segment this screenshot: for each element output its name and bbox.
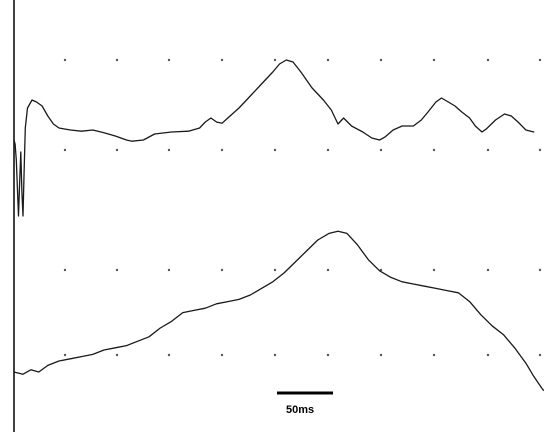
grid-dot xyxy=(486,58,490,62)
grid-dot xyxy=(432,268,436,272)
grid-dot xyxy=(273,58,277,62)
grid-dot xyxy=(63,353,67,357)
grid-dot xyxy=(432,58,436,62)
grid-dot xyxy=(115,268,119,272)
grid-dot xyxy=(486,268,490,272)
grid-dot xyxy=(379,58,383,62)
grid-dot xyxy=(273,353,277,357)
grid-dot xyxy=(220,353,224,357)
time-scale-bar: 50ms xyxy=(277,391,333,416)
grid-dot xyxy=(538,58,542,62)
grid-dot xyxy=(273,148,277,152)
grid-dot xyxy=(326,58,330,62)
dotted-grid xyxy=(63,58,542,357)
scale-bar-label: 50ms xyxy=(286,404,314,416)
grid-dot xyxy=(63,148,67,152)
grid-dot xyxy=(63,268,67,272)
grid-dot xyxy=(379,353,383,357)
grid-dot xyxy=(326,268,330,272)
grid-dot xyxy=(486,148,490,152)
waveform-trace-bottom xyxy=(13,230,544,392)
grid-dot xyxy=(379,148,383,152)
grid-dot xyxy=(538,268,542,272)
grid-dot xyxy=(326,148,330,152)
grid-dot xyxy=(486,353,490,357)
waveform-traces xyxy=(13,59,544,392)
waveform-trace-top xyxy=(13,59,535,217)
grid-dot xyxy=(538,148,542,152)
grid-dot xyxy=(115,353,119,357)
grid-dot xyxy=(167,268,171,272)
grid-dot xyxy=(167,353,171,357)
grid-dot xyxy=(220,148,224,152)
grid-dot xyxy=(63,58,67,62)
grid-dot xyxy=(326,353,330,357)
grid-dot xyxy=(220,58,224,62)
grid-dot xyxy=(115,58,119,62)
grid-dot xyxy=(167,58,171,62)
grid-dot xyxy=(273,268,277,272)
grid-dot xyxy=(538,353,542,357)
grid-dot xyxy=(432,353,436,357)
grid-dot xyxy=(432,148,436,152)
grid-dot xyxy=(220,268,224,272)
grid-dot xyxy=(115,148,119,152)
grid-dot xyxy=(167,148,171,152)
